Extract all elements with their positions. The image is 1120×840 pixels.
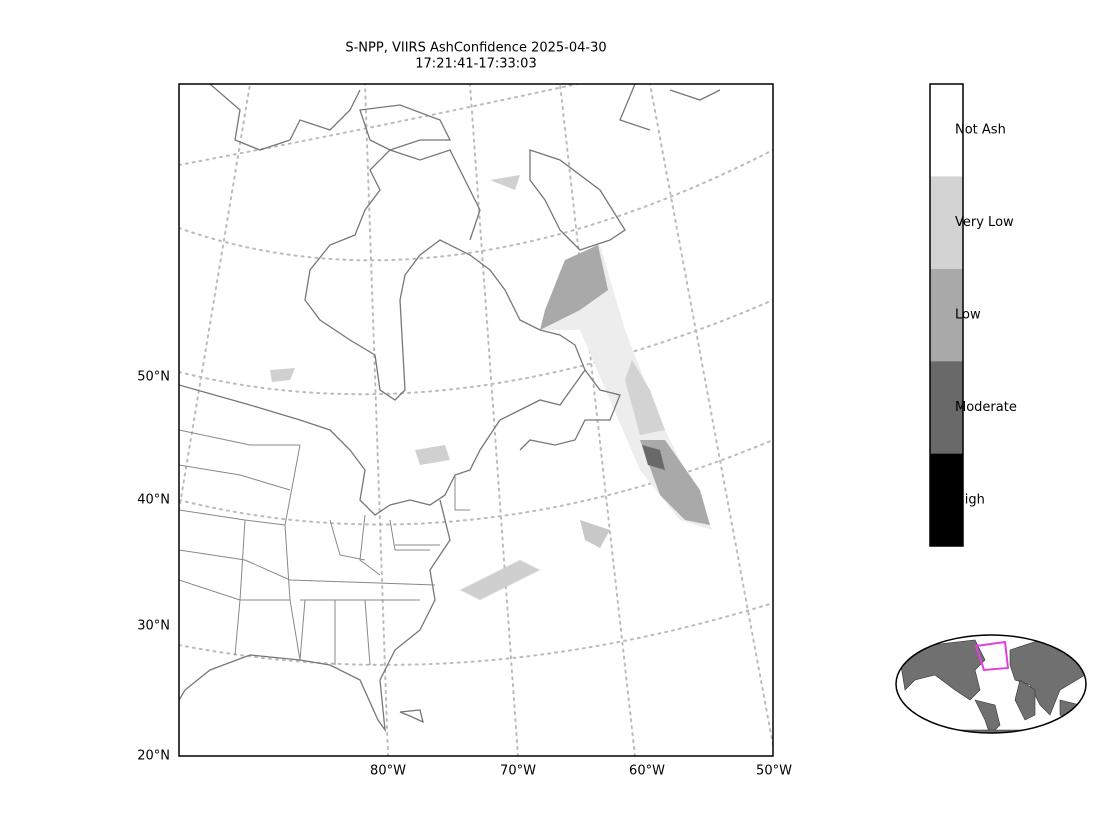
longitude-label: 60°W xyxy=(629,764,665,779)
longitude-label: 70°W xyxy=(500,764,536,779)
colorbar-frame xyxy=(929,83,964,547)
graticule xyxy=(179,84,773,756)
colorbar-label: Not Ash xyxy=(955,123,1006,138)
latitude-label: 30°N xyxy=(137,619,170,634)
colorbar-label: High xyxy=(955,492,985,507)
colorbar-swatch xyxy=(930,84,963,177)
latitude-label: 50°N xyxy=(137,370,170,385)
map-frame xyxy=(178,83,774,757)
colorbar-label: Moderate xyxy=(955,400,1017,415)
coastlines xyxy=(179,84,721,733)
colorbar-label: Very Low xyxy=(955,215,1014,230)
colorbar-label: Low xyxy=(955,308,981,323)
colorbar-swatch xyxy=(930,361,963,454)
title-line: 17:21:41-17:33:03 xyxy=(415,57,536,72)
state-borders xyxy=(179,429,470,666)
overview-globe xyxy=(895,634,1087,734)
colorbar-swatch xyxy=(930,268,963,362)
longitude-label: 80°W xyxy=(370,764,406,779)
longitude-label: 50°W xyxy=(756,764,792,779)
map xyxy=(179,84,773,756)
title-line: S-NPP, VIIRS AshConfidence 2025-04-30 xyxy=(345,41,606,56)
colorbar-swatch xyxy=(930,176,963,269)
latitude-label: 40°N xyxy=(137,493,170,508)
latitude-label: 20°N xyxy=(137,749,170,764)
colorbar-swatch xyxy=(930,453,963,546)
colorbar: Not Ash Very Low Low Moderate High xyxy=(929,83,1017,547)
ash-swath xyxy=(270,175,712,600)
